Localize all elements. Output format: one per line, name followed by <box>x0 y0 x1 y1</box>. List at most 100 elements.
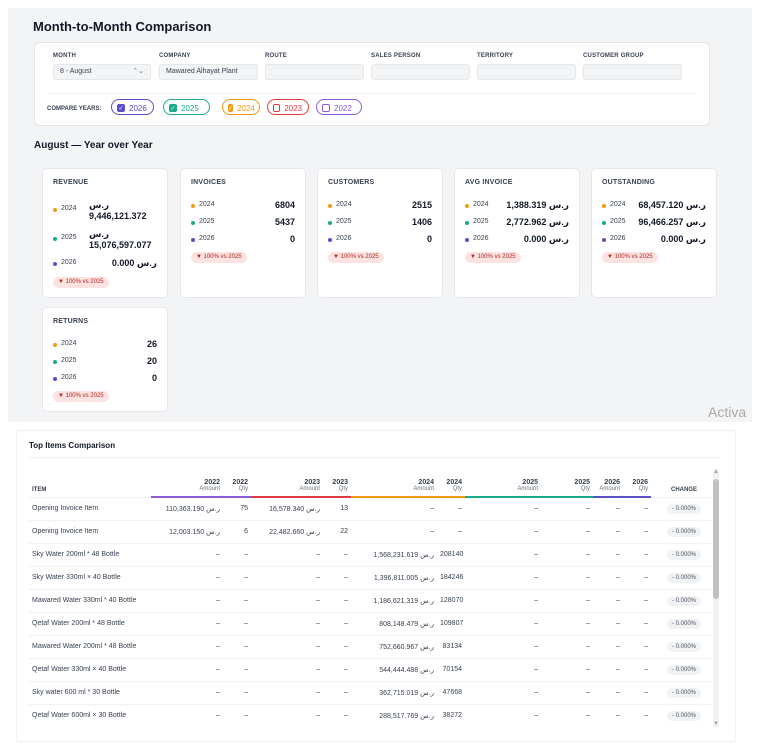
table-cell: 38272 <box>437 703 465 727</box>
year-dot <box>602 221 606 225</box>
year-dot <box>191 238 195 242</box>
year-value: ر.س 0.000 <box>523 234 569 244</box>
compare-year-label: 2022 <box>334 103 352 113</box>
card-row-2026: 2026 0 <box>53 373 157 386</box>
column-header-2024-amount: 2024 Amount <box>351 469 437 498</box>
card-row-2025: 2025 1406 <box>328 217 432 230</box>
table-cell: – <box>223 565 251 589</box>
customer-group-input[interactable] <box>583 64 682 80</box>
year-value: 1406 <box>411 217 432 227</box>
scroll-up-icon[interactable]: ▲ <box>713 469 719 475</box>
year-label: 2025 <box>199 218 215 225</box>
table-cell: – <box>465 588 541 612</box>
table-cell: – <box>151 634 223 658</box>
compare-year-2024[interactable]: ✓ 2024 <box>222 99 260 115</box>
column-sub: Amount <box>413 486 434 492</box>
change-badge: ▼ 100% vs 2025 <box>191 252 247 263</box>
table-cell: – <box>593 680 623 704</box>
check-icon[interactable]: ✓ <box>117 104 125 112</box>
company-select[interactable]: Mawared Alhayat Plant <box>159 64 258 80</box>
card-row-2025: 2025 20 <box>53 356 157 369</box>
table-scrollbar[interactable]: ▲ ▼ <box>713 469 719 727</box>
item-name: Mawared Water 330ml * 40 Bottle <box>29 588 151 612</box>
year-value: 0 <box>426 234 432 244</box>
item-name: Mawared Water 200ml * 48 Bottle <box>29 634 151 658</box>
table-cell: – <box>623 519 651 543</box>
table-cell: – <box>151 542 223 566</box>
year-dot <box>328 204 332 208</box>
table-cell: ر.س 362,715.019 <box>351 680 437 704</box>
table-row[interactable]: Opening Invoice Item ر.س 12,003.150 6 ر.س 2… <box>29 519 717 543</box>
top-items-panel: Top Items Comparison ITEM 2022 Amount 2022 Q… <box>16 430 736 742</box>
table-cell: – <box>323 611 351 635</box>
year-dot <box>53 360 57 364</box>
territory-input[interactable] <box>477 64 576 80</box>
compare-year-2023[interactable]: 2023 <box>267 99 309 115</box>
column-sub: Qty <box>580 486 590 492</box>
table-cell: – <box>623 657 651 681</box>
table-row[interactable]: Qetaf Water 330ml × 40 Bottle – – – – ر.س 544… <box>29 657 717 681</box>
revenue-card: REVENUE 2024 ر.س 9,446,121.372 2025 ر.س 15,0… <box>42 168 168 298</box>
check-icon[interactable]: ✓ <box>228 104 234 112</box>
route-input[interactable] <box>265 64 364 80</box>
month-select[interactable]: 8 - August ⌃⌄ <box>53 64 151 80</box>
change-pill: - 0.000% <box>666 665 701 675</box>
table-cell: – <box>323 634 351 658</box>
returns-card: RETURNS 2024 26 2025 20 2026 0 ▼ 100% vs 2025 <box>42 307 168 412</box>
table-cell: – <box>323 657 351 681</box>
item-name: Qetaf Water 330ml × 40 Bottle <box>29 657 151 681</box>
table-cell: – <box>223 657 251 681</box>
scroll-thumb[interactable] <box>713 479 719 599</box>
year-label: 2024 <box>610 201 626 208</box>
table-cell: ر.س 22,482.660 <box>251 519 323 543</box>
column-header-2025-qty: 2025 Qty <box>541 469 593 498</box>
table-cell: – <box>465 519 541 543</box>
table-cell: – <box>251 634 323 658</box>
sales-person-input[interactable] <box>371 64 470 80</box>
table-cell: – <box>223 703 251 727</box>
column-header-2022-amount: 2022 Amount <box>151 469 223 498</box>
card-title: CUSTOMERS <box>328 179 375 186</box>
column-year: 2025 <box>522 479 538 486</box>
month-label: MONTH <box>53 53 76 59</box>
table-row[interactable]: Qetaf Water 200ml * 48 Bottle – – – – ر.س 808… <box>29 611 717 635</box>
avg-invoice-card: AVG INVOICE 2024 ر.س 1,388.319 2025 ر.س 2,77… <box>454 168 580 298</box>
table-row[interactable]: Sky Water 200ml * 48 Bottle – – – – ر.س 1,568… <box>29 542 717 566</box>
table-cell: – <box>623 496 651 520</box>
table-cell: – <box>251 542 323 566</box>
change-badge: ▼ 100% vs 2025 <box>465 252 521 263</box>
table-row[interactable]: Qetaf Water 600ml × 30 Bottle – – – – ر.س 288… <box>29 703 717 727</box>
column-sub: Qty <box>238 486 248 492</box>
table-cell: 22 <box>323 519 351 543</box>
table-cell: – <box>223 611 251 635</box>
table-cell: – <box>541 703 593 727</box>
compare-year-2022[interactable]: 2022 <box>316 99 362 115</box>
table-cell: – <box>593 611 623 635</box>
table-cell: – <box>151 680 223 704</box>
table-cell: – <box>151 588 223 612</box>
year-dot <box>465 238 469 242</box>
compare-year-label: 2023 <box>284 103 302 113</box>
table-cell: 184246 <box>437 565 465 589</box>
compare-year-2026[interactable]: ✓ 2026 <box>111 99 154 115</box>
change-cell: - 0.000% <box>651 703 717 727</box>
table-row[interactable]: Opening Invoice Item ر.س 110,363.190 75 ر.س… <box>29 496 717 520</box>
change-badge: ▼ 100% vs 2025 <box>602 252 658 263</box>
table-row[interactable]: Sky Water 330ml × 40 Bottle – – – – ر.س 1,396… <box>29 565 717 589</box>
scroll-down-icon[interactable]: ▼ <box>713 721 719 727</box>
change-cell: - 0.000% <box>651 611 717 635</box>
table-row[interactable]: Mawared Water 200ml * 48 Bottle – – – – ر.س 7… <box>29 634 717 658</box>
column-sub: Qty <box>638 486 648 492</box>
checkbox-empty-icon[interactable] <box>273 104 281 112</box>
year-value: 26 <box>146 339 157 349</box>
compare-year-2025[interactable]: ✓ 2025 <box>163 99 210 115</box>
table-cell: – <box>593 565 623 589</box>
check-icon[interactable]: ✓ <box>169 104 177 112</box>
table-row[interactable]: Sky water 600 ml * 30 Bottle – – – – ر.س 362,… <box>29 680 717 704</box>
checkbox-empty-icon[interactable] <box>322 104 330 112</box>
table-cell: ر.س 12,003.150 <box>151 519 223 543</box>
table-row[interactable]: Mawared Water 330ml * 40 Bottle – – – – ر.س 1… <box>29 588 717 612</box>
table-cell: – <box>351 519 437 543</box>
table-cell: 128070 <box>437 588 465 612</box>
change-cell: - 0.000% <box>651 565 717 589</box>
